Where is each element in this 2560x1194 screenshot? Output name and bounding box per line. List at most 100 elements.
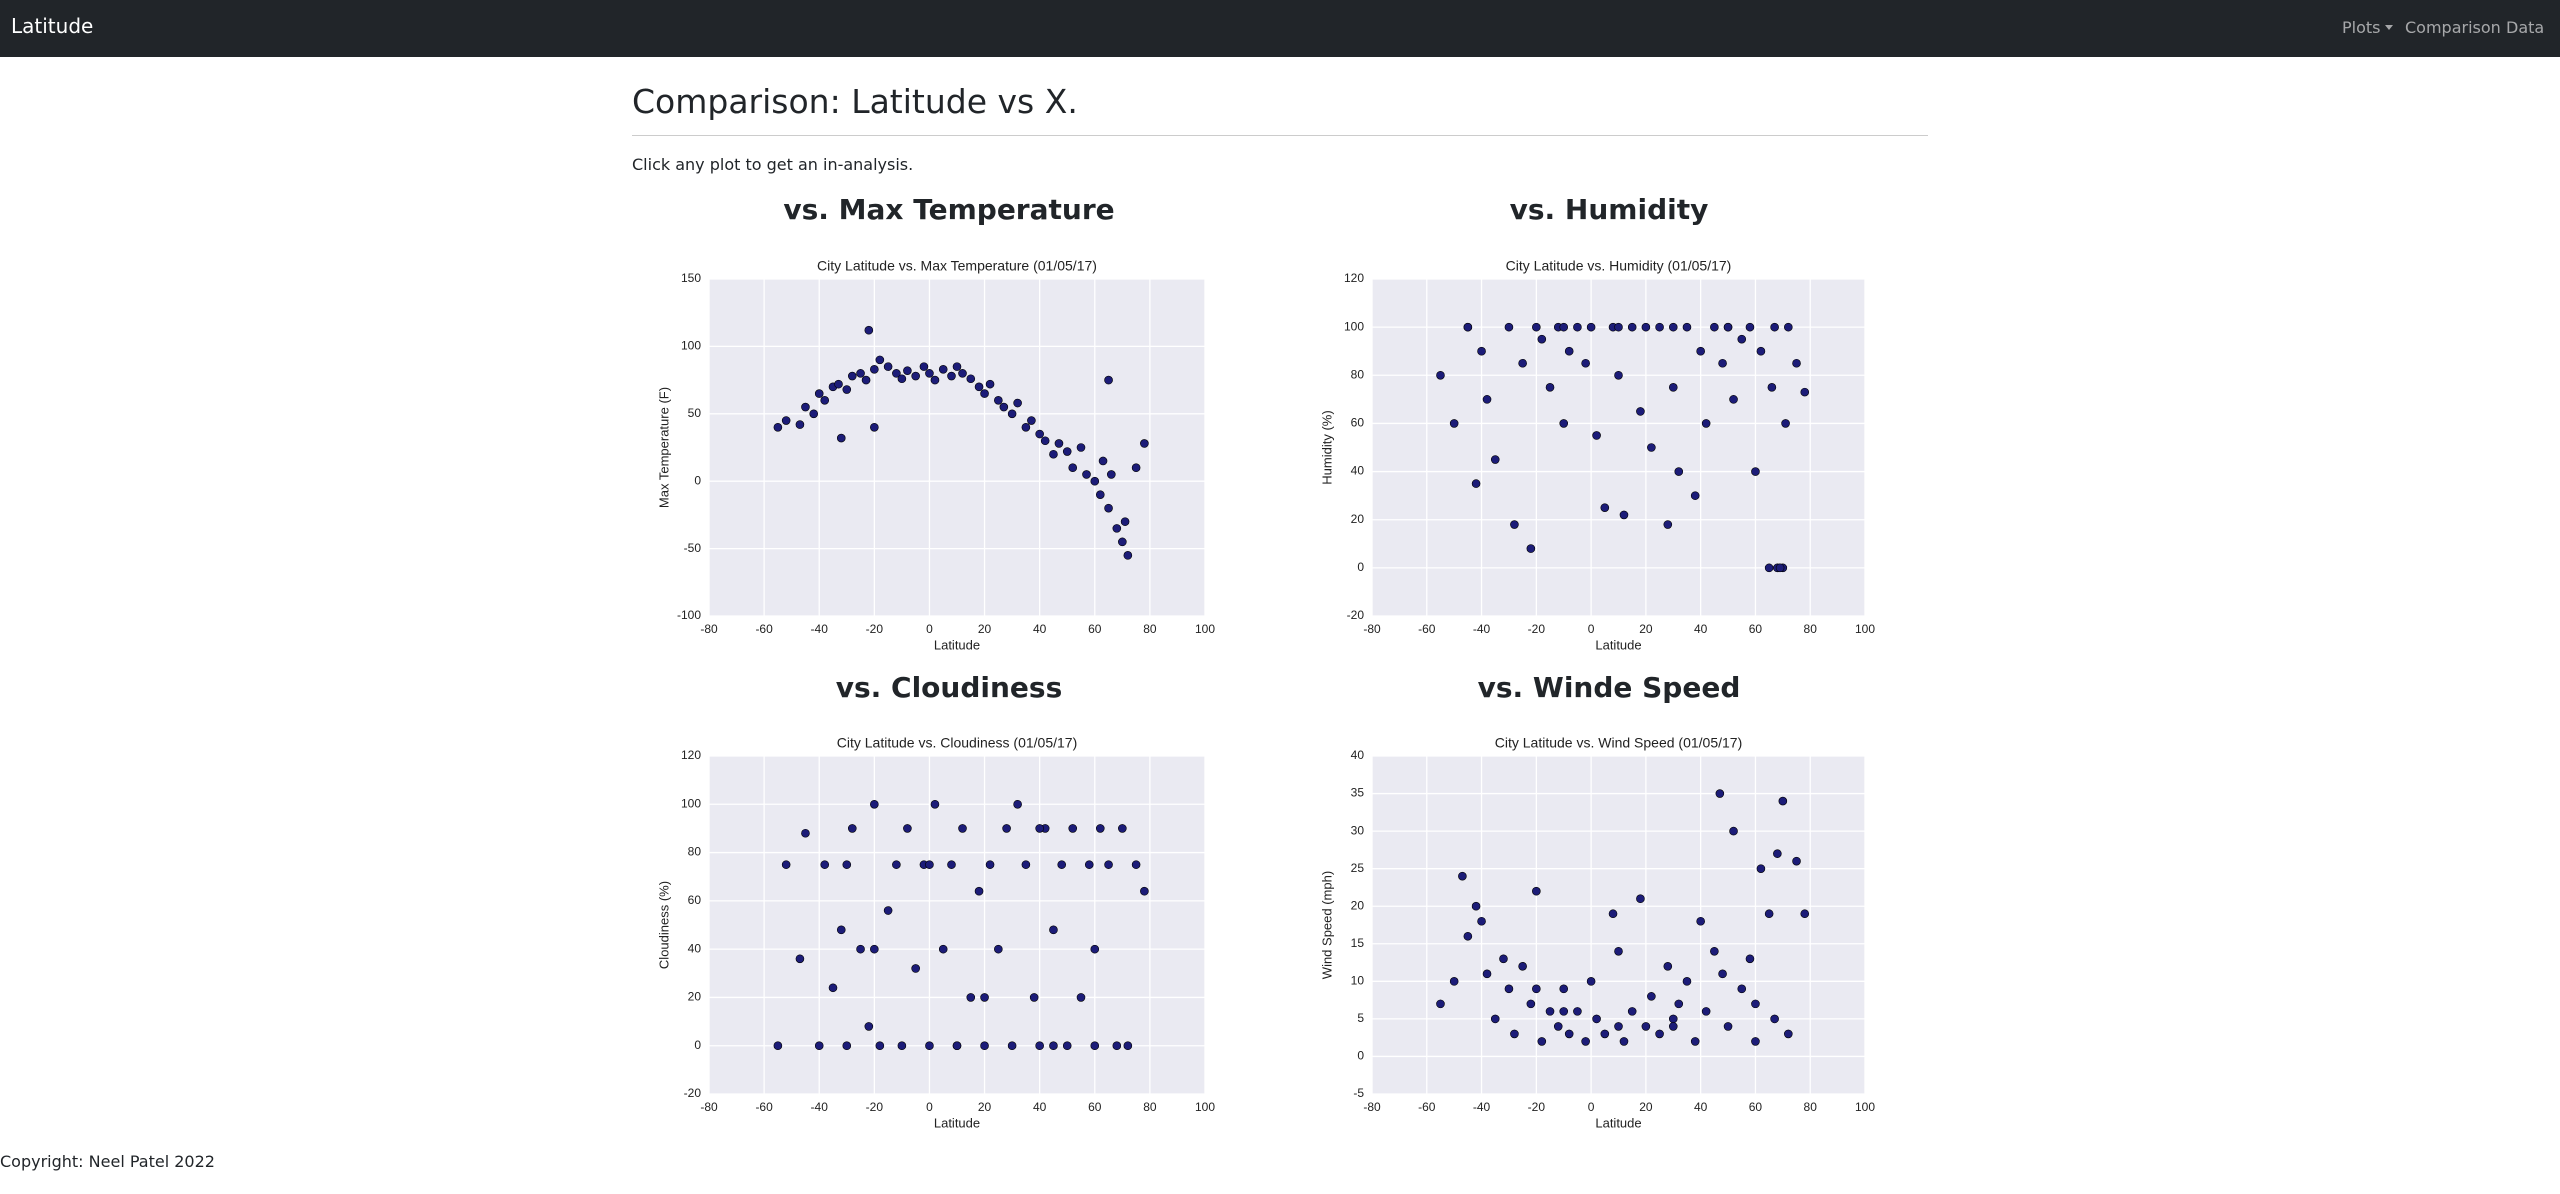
point — [1510, 520, 1519, 529]
chart[interactable]: City Latitude vs. Humidity (01/05/17) -80… — [1319, 258, 1875, 653]
y-tick-label: -100 — [677, 608, 701, 622]
x-tick-label: -40 — [1473, 1100, 1491, 1114]
brand[interactable]: Latitude — [11, 14, 94, 38]
point — [1532, 886, 1541, 896]
point — [870, 365, 879, 374]
point — [1118, 824, 1127, 833]
point — [958, 369, 967, 378]
point — [1775, 563, 1785, 573]
point — [834, 379, 843, 389]
point — [1518, 962, 1527, 971]
point — [974, 886, 984, 896]
y-axis-label: Cloudiness (%) — [656, 881, 671, 969]
point — [864, 325, 874, 335]
point — [1120, 517, 1130, 526]
x-tick-label: 40 — [1033, 622, 1047, 636]
point — [820, 860, 830, 869]
y-tick-label: -5 — [1353, 1086, 1364, 1100]
x-tick-label: 20 — [978, 622, 992, 636]
x-tick-label: -20 — [1528, 1100, 1546, 1114]
point — [985, 379, 995, 389]
point — [847, 371, 857, 381]
point — [1112, 524, 1122, 533]
point — [1490, 455, 1500, 464]
point — [994, 944, 1003, 954]
y-tick-label: 20 — [688, 990, 702, 1004]
point — [1668, 1014, 1678, 1024]
point — [925, 369, 934, 378]
point — [883, 906, 893, 915]
point — [801, 402, 810, 412]
nav-link[interactable]: Plots — [2342, 18, 2393, 37]
point — [1592, 431, 1601, 440]
x-tick-label: 20 — [1639, 622, 1653, 636]
point — [864, 1022, 874, 1031]
point — [875, 1041, 885, 1051]
point — [1674, 467, 1684, 476]
x-tick-label: 100 — [1855, 1100, 1875, 1114]
chart[interactable]: City Latitude vs. Max Temperature (01/05… — [656, 258, 1215, 653]
x-tick-label: -20 — [866, 622, 884, 636]
x-axis-label: Latitude — [1595, 637, 1641, 652]
point — [856, 944, 865, 954]
point — [1696, 346, 1705, 356]
point — [1778, 796, 1788, 806]
plot-area — [1372, 756, 1865, 1094]
x-axis-label: Latitude — [1595, 1115, 1641, 1130]
point — [1104, 503, 1113, 513]
point — [1792, 856, 1801, 866]
y-axis-label: Humidity (%) — [1319, 410, 1334, 484]
point — [1636, 407, 1645, 416]
point — [1800, 909, 1810, 919]
y-tick-label: 80 — [1351, 367, 1365, 381]
point — [1104, 860, 1113, 869]
point — [1013, 799, 1022, 809]
point — [883, 362, 893, 371]
point — [1499, 954, 1508, 964]
y-tick-label: 30 — [1351, 823, 1365, 837]
x-tick-label: 40 — [1033, 1100, 1047, 1114]
point — [1463, 322, 1473, 332]
section-heading: vs. Cloudiness — [836, 671, 1063, 704]
point — [1090, 944, 1100, 954]
y-tick-label: 0 — [1357, 1049, 1364, 1063]
point — [980, 993, 989, 1002]
point — [1035, 429, 1044, 439]
point — [1140, 439, 1149, 448]
chart[interactable]: City Latitude vs. Cloudiness (01/05/17) -… — [656, 735, 1215, 1131]
chart[interactable]: City Latitude vs. Wind Speed (01/05/17) -… — [1319, 735, 1875, 1131]
point — [1131, 860, 1141, 869]
point — [1756, 864, 1766, 873]
point — [1586, 977, 1596, 986]
x-tick-label: -60 — [755, 622, 773, 636]
nav-link[interactable]: Comparison — [2405, 18, 2501, 37]
section-heading: vs. Max Temperature — [783, 193, 1114, 226]
point — [1723, 1022, 1733, 1031]
y-tick-label: 120 — [681, 748, 701, 762]
point — [1504, 984, 1514, 994]
point — [1764, 563, 1774, 573]
point — [1674, 999, 1684, 1009]
y-tick-label: 20 — [1351, 512, 1365, 526]
x-axis-label: Latitude — [934, 637, 980, 652]
nav-link[interactable]: Data — [2506, 18, 2545, 37]
point — [1600, 503, 1610, 512]
point — [1526, 999, 1536, 1009]
point — [1710, 946, 1719, 956]
point — [1614, 1022, 1623, 1031]
x-tick-label: 60 — [1749, 622, 1763, 636]
point — [875, 355, 885, 365]
y-tick-label: 100 — [1344, 319, 1364, 333]
x-tick-label: 100 — [1855, 622, 1875, 636]
point — [1510, 1029, 1519, 1039]
point — [1682, 322, 1692, 332]
point — [809, 409, 819, 419]
point — [1647, 992, 1656, 1001]
point — [1068, 824, 1078, 833]
point — [1553, 1022, 1563, 1031]
point — [1458, 871, 1467, 881]
point — [925, 860, 934, 869]
point — [903, 366, 912, 375]
point — [1002, 824, 1011, 833]
